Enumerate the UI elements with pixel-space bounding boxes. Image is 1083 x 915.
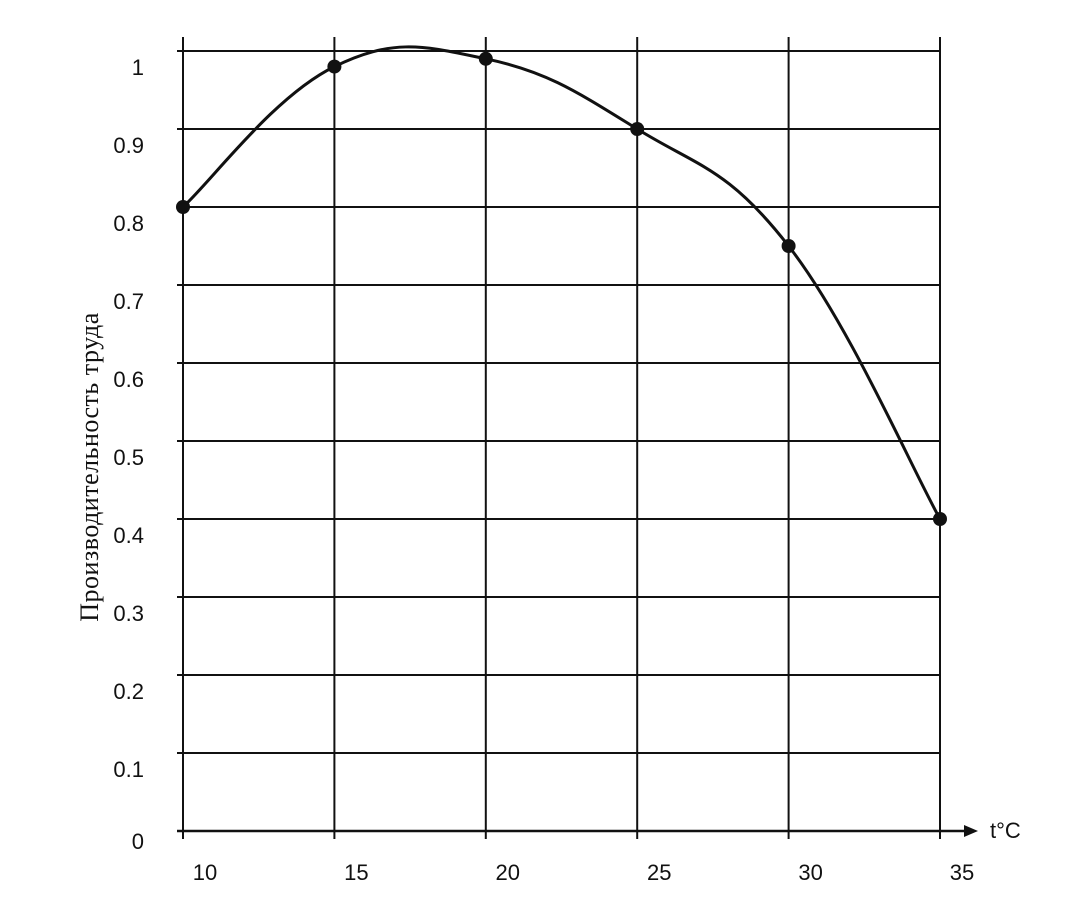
data-points [176,51,947,526]
grid [177,37,941,839]
x-tick-label: 10 [193,860,217,885]
data-point [933,512,947,526]
data-point [327,59,342,74]
y-tick-labels: 0 0.1 0.2 0.3 0.4 0.5 0.6 0.7 0.8 0.9 1 [113,55,144,854]
y-tick-label: 1 [132,55,144,80]
x-axis-unit-label: t°C [990,818,1021,843]
x-tick-label: 20 [496,860,520,885]
series-line [181,45,942,521]
x-axis-arrow-icon [964,825,978,837]
y-tick-label: 0.3 [113,601,144,626]
y-tick-label: 0.5 [113,445,144,470]
y-tick-label: 0.2 [113,679,144,704]
x-tick-labels: 10 15 20 25 30 35 [193,860,974,885]
axes [177,825,978,837]
data-point [630,122,645,136]
data-point [176,200,190,214]
y-tick-label: 0.6 [113,367,144,392]
y-tick-label: 0.1 [113,757,144,782]
data-point [478,51,493,66]
y-tick-label: 0.4 [113,523,144,548]
x-tick-label: 15 [344,860,368,885]
x-tick-label: 35 [950,860,974,885]
y-tick-label: 0 [132,829,144,854]
y-tick-label: 0.7 [113,289,144,314]
data-point [781,239,796,253]
x-tick-label: 25 [647,860,671,885]
y-tick-label: 0.8 [113,211,144,236]
x-tick-label: 30 [798,860,822,885]
y-axis-title: Производительность труда [75,312,104,621]
y-tick-label: 0.9 [113,133,144,158]
